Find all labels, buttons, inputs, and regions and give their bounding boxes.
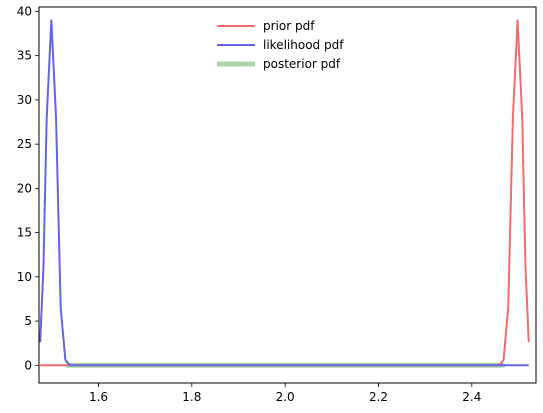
series-lines <box>39 19 530 368</box>
legend-label: likelihood pdf <box>263 38 344 52</box>
y-tick-label: 0 <box>24 358 32 372</box>
legend: prior pdf likelihood pdf posterior pdf <box>217 19 344 71</box>
y-tick-label: 5 <box>24 314 32 328</box>
y-tick-label: 25 <box>17 137 32 151</box>
y-tick-label: 20 <box>17 181 32 195</box>
x-tick-label: 2.4 <box>462 390 481 404</box>
x-tick-label: 2.0 <box>276 390 295 404</box>
y-tick-label: 15 <box>17 226 32 240</box>
plot-frame <box>38 6 537 384</box>
legend-label: posterior pdf <box>263 57 341 71</box>
y-tick-label: 30 <box>17 93 32 107</box>
x-tick-label: 2.2 <box>369 390 388 404</box>
x-tick-label: 1.8 <box>182 390 201 404</box>
x-axis-ticks: 1.6 1.8 2.0 2.2 2.4 <box>89 383 481 404</box>
y-tick-label: 35 <box>17 49 32 63</box>
y-tick-label: 10 <box>17 270 32 284</box>
series-line-likelihood-pdf <box>39 19 529 367</box>
y-tick-label: 40 <box>17 4 32 18</box>
y-axis-ticks: 0 5 10 15 20 25 30 35 40 <box>17 4 39 372</box>
x-tick-label: 1.6 <box>89 390 108 404</box>
legend-label: prior pdf <box>263 19 315 33</box>
